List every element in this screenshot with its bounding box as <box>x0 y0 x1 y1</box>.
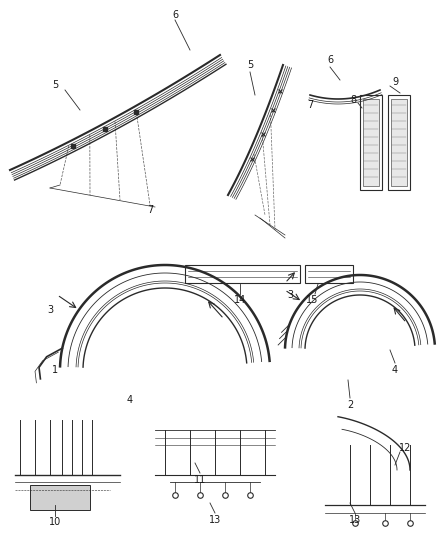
Bar <box>305 265 353 283</box>
Bar <box>391 99 407 186</box>
Text: 5: 5 <box>52 80 58 90</box>
Bar <box>388 95 410 190</box>
Bar <box>360 95 382 190</box>
Text: 12: 12 <box>399 443 411 453</box>
Text: 6: 6 <box>327 55 333 65</box>
Text: 7: 7 <box>147 205 153 215</box>
Text: 5: 5 <box>247 60 253 70</box>
Bar <box>363 99 379 186</box>
Text: 2: 2 <box>347 400 353 410</box>
Text: 13: 13 <box>209 515 221 525</box>
Text: 11: 11 <box>194 475 206 485</box>
Text: 7: 7 <box>307 100 313 110</box>
Text: 10: 10 <box>49 517 61 527</box>
Text: 8: 8 <box>350 95 356 105</box>
Text: 3: 3 <box>287 290 293 300</box>
Bar <box>185 265 300 283</box>
Text: 1: 1 <box>52 365 58 375</box>
Text: 9: 9 <box>392 77 398 87</box>
Text: 13: 13 <box>349 515 361 525</box>
Text: 15: 15 <box>306 295 318 305</box>
Text: 4: 4 <box>392 365 398 375</box>
Text: 4: 4 <box>127 395 133 405</box>
Text: 3: 3 <box>47 305 53 315</box>
Text: 14: 14 <box>234 295 246 305</box>
Bar <box>30 485 90 510</box>
Text: 6: 6 <box>172 10 178 20</box>
